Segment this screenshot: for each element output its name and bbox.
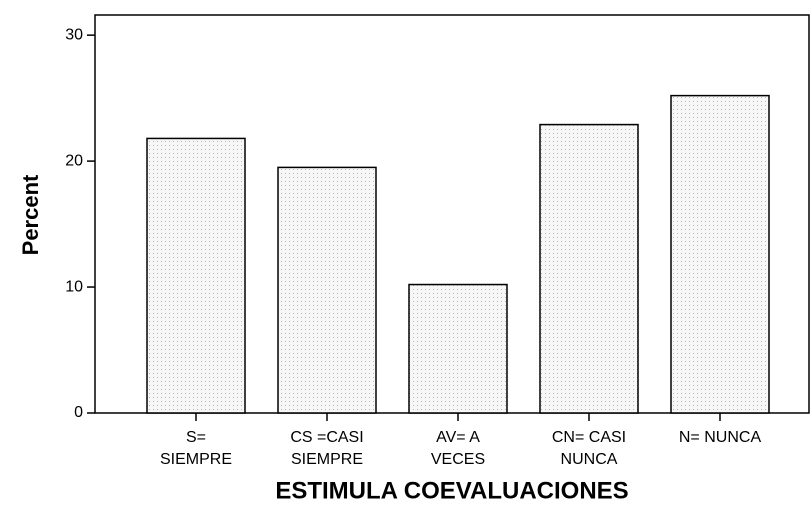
bar bbox=[146, 137, 246, 414]
x-tick-label: CS =CASI bbox=[290, 429, 363, 446]
bar bbox=[539, 123, 639, 414]
bar bbox=[670, 94, 770, 414]
y-tick-label: 0 bbox=[74, 404, 83, 421]
y-tick-label: 20 bbox=[65, 152, 83, 169]
y-axis-title: Percent bbox=[18, 174, 43, 255]
x-tick-label: CN= CASI bbox=[552, 429, 626, 446]
bar bbox=[277, 166, 377, 414]
x-tick-label: S= bbox=[186, 429, 206, 446]
x-tick-label: NUNCA bbox=[561, 451, 618, 468]
y-tick-label: 10 bbox=[65, 278, 83, 295]
x-tick-label: N= NUNCA bbox=[679, 429, 762, 446]
x-tick-label: AV= A bbox=[436, 429, 480, 446]
x-tick-label: SIEMPRE bbox=[291, 451, 363, 468]
x-axis-title: ESTIMULA COEVALUACIONES bbox=[275, 477, 628, 504]
y-tick-label: 30 bbox=[65, 26, 83, 43]
bar bbox=[408, 283, 508, 414]
x-tick-label: SIEMPRE bbox=[160, 451, 232, 468]
x-tick-label: VECES bbox=[431, 451, 485, 468]
